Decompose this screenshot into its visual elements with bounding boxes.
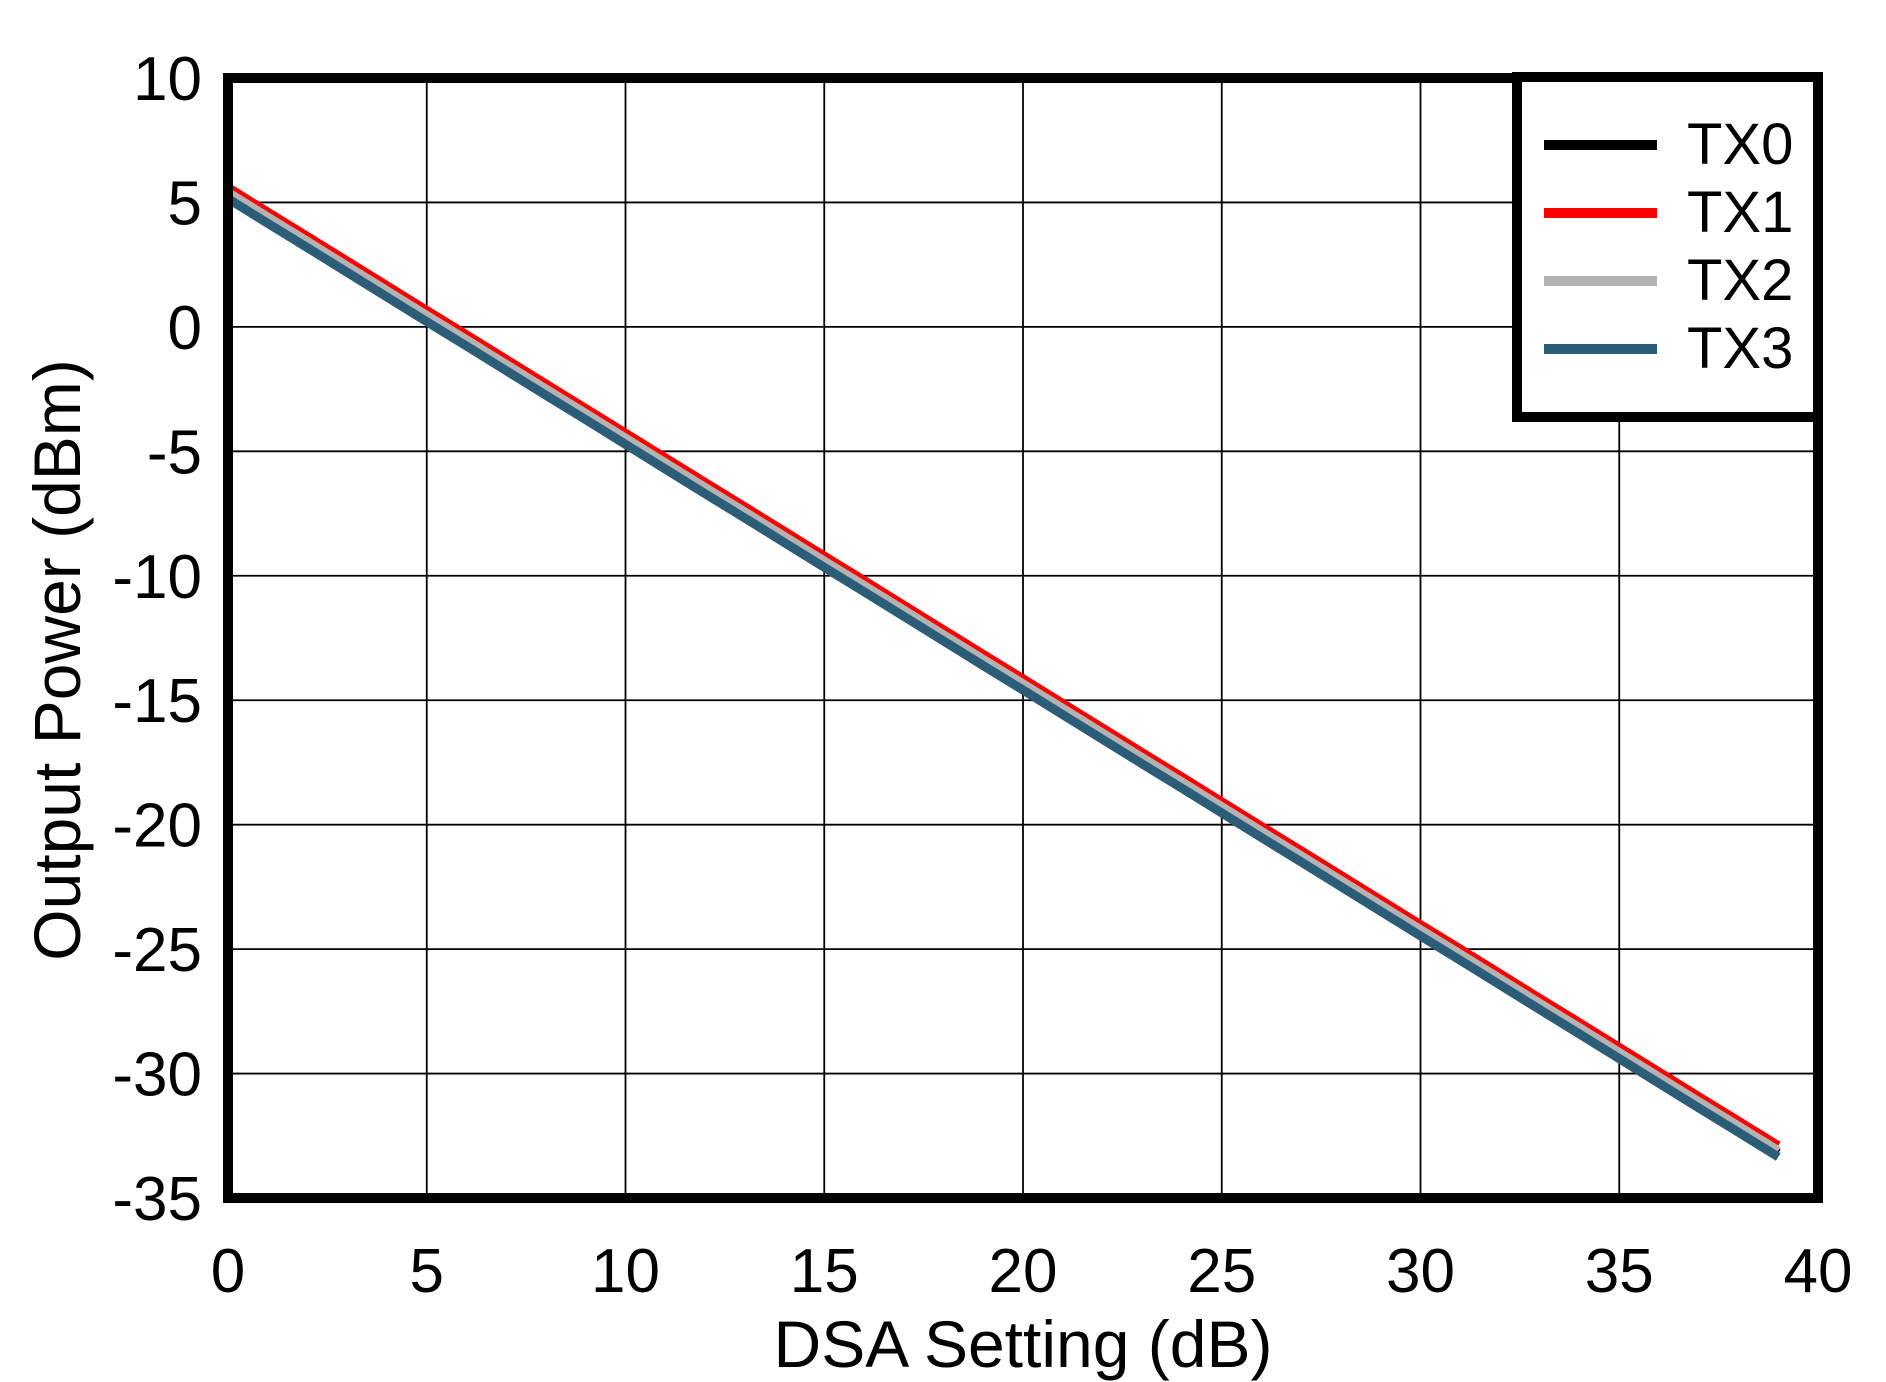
y-tick-label: -20 [112, 792, 202, 861]
y-tick-label: 0 [168, 294, 202, 363]
y-tick-label: 5 [168, 169, 202, 238]
y-tick-label: -10 [112, 543, 202, 612]
x-tick-label: 35 [1585, 1237, 1654, 1306]
y-tick-label: 10 [133, 45, 202, 114]
y-tick-label: -15 [112, 667, 202, 736]
x-tick-label: 5 [410, 1237, 444, 1306]
x-tick-labels: 0 5 10 15 20 25 30 35 40 [211, 1237, 1853, 1306]
x-axis-title: DSA Setting (dB) [773, 1307, 1273, 1381]
legend-label: TX0 [1687, 112, 1794, 177]
x-tick-label: 25 [1187, 1237, 1256, 1306]
series-line-tx2 [225, 188, 1781, 1155]
legend-swatch-tx3 [1544, 344, 1657, 354]
x-tick-label: 20 [989, 1237, 1058, 1306]
y-tick-label: -5 [147, 418, 202, 487]
legend-item-tx2: TX2 [1522, 247, 1813, 315]
x-tick-label: 40 [1784, 1237, 1853, 1306]
x-tick-label: 0 [211, 1237, 245, 1306]
legend-swatch-tx1 [1544, 208, 1657, 218]
y-tick-label: -25 [112, 916, 202, 985]
series-line-tx3 [225, 194, 1781, 1161]
x-tick-label: 10 [591, 1237, 660, 1306]
legend-swatch-tx2 [1544, 276, 1657, 286]
legend: TX0 TX1 TX2 TX3 [1512, 72, 1823, 422]
x-tick-label: 15 [790, 1237, 859, 1306]
y-tick-labels: 10 5 0 -5 -10 -15 -20 -25 -30 -35 [112, 45, 202, 1234]
legend-label: TX3 [1687, 316, 1794, 381]
legend-label: TX1 [1687, 180, 1794, 245]
legend-label: TX2 [1687, 248, 1794, 313]
legend-swatch-tx0 [1544, 140, 1657, 150]
y-tick-label: -30 [112, 1041, 202, 1110]
gridlines [227, 77, 1819, 1199]
y-axis-title: Output Power (dBm) [20, 359, 94, 961]
legend-item-tx1: TX1 [1522, 179, 1813, 247]
legend-item-tx0: TX0 [1522, 111, 1813, 179]
x-tick-label: 30 [1386, 1237, 1455, 1306]
plot-border [223, 73, 1823, 1203]
y-tick-label: -35 [112, 1165, 202, 1234]
series-lines [225, 183, 1781, 1161]
legend-item-tx3: TX3 [1522, 315, 1813, 383]
